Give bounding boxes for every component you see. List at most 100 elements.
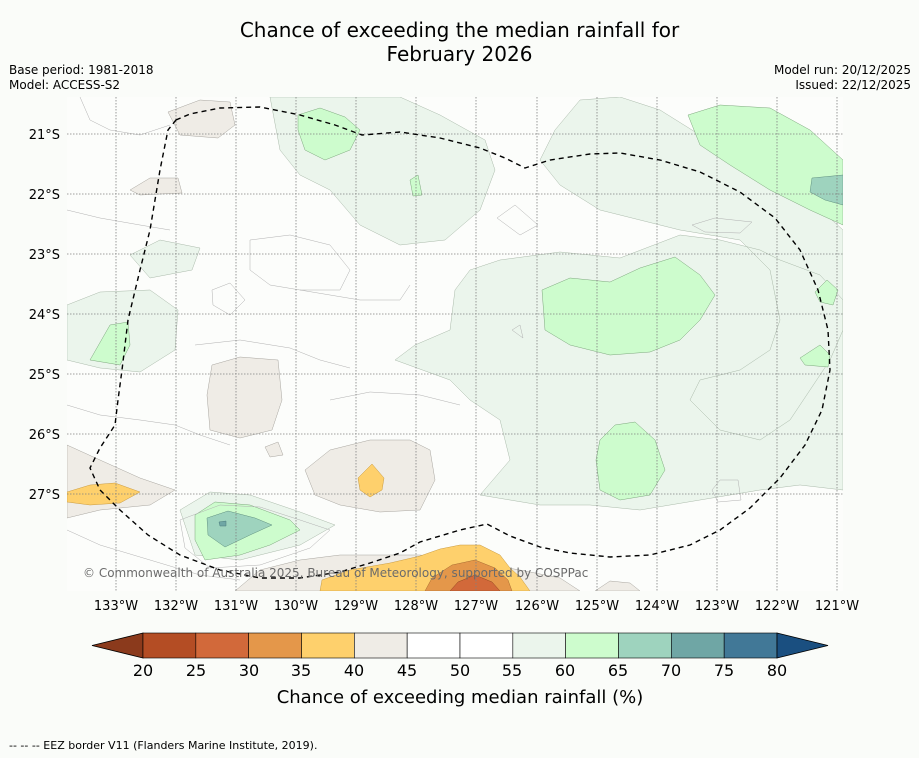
lon-label: 123°W — [695, 599, 739, 614]
parallel-lines — [67, 133, 843, 495]
lon-label: 121°W — [815, 599, 859, 614]
lon-label: 129°W — [334, 599, 378, 614]
grey-region-mid-north — [129, 177, 183, 196]
colorbar-tick: 70 — [661, 661, 681, 680]
copyright-text: © Commonwealth of Australia 2025, Bureau… — [83, 566, 588, 580]
meta-right: Model run: 20/12/2025 Issued: 22/12/2025 — [774, 63, 911, 93]
colorbar-segment — [406, 632, 461, 659]
band-60-65 — [89, 104, 843, 561]
model-run-text: Model run: 20/12/2025 — [773, 63, 911, 77]
colorbar-tick: 60 — [555, 661, 575, 680]
lon-label: 132°W — [154, 599, 198, 614]
green-region-northeast — [687, 104, 843, 226]
colorbar-tick: 80 — [767, 661, 787, 680]
lat-label: 21°S — [29, 128, 60, 143]
lon-label: 127°W — [454, 599, 498, 614]
map-title-line2: February 2026 — [386, 42, 533, 66]
colorbar-extend-low — [91, 632, 144, 659]
colorbar-tick: 50 — [450, 661, 470, 680]
colorbar-segment — [512, 632, 566, 659]
issued-text: Issued: 22/12/2025 — [795, 78, 911, 92]
longitude-labels: 133°W 132°W 131°W 130°W 129°W 128°W 127°… — [94, 599, 859, 614]
colorbar-tick: 40 — [344, 661, 364, 680]
lat-label: 24°S — [29, 308, 60, 323]
meridian-lines — [115, 97, 838, 591]
contour-lines — [67, 97, 753, 581]
colorbar-tick: 35 — [291, 661, 311, 680]
colorbar-extend-high — [776, 632, 829, 659]
contour-line — [67, 404, 231, 446]
lat-label: 23°S — [29, 248, 60, 263]
contour-line — [496, 204, 539, 236]
contour-line — [179, 504, 331, 569]
eez-border — [89, 106, 831, 579]
band-25-30 — [449, 574, 501, 591]
green-region-southeast — [595, 421, 666, 501]
colorbar-tick: 25 — [186, 661, 206, 680]
colorbar-tick: 55 — [502, 661, 522, 680]
contour-line — [67, 209, 171, 231]
colorbar-tick: 65 — [608, 661, 628, 680]
lon-label: 133°W — [94, 599, 138, 614]
lon-label: 126°W — [515, 599, 559, 614]
colorbar-segment — [195, 632, 249, 659]
lat-label: 27°S — [29, 488, 60, 503]
green-region-center-east — [541, 256, 716, 356]
light-green-region-west-small — [129, 239, 201, 279]
teal-spot-southwest — [218, 520, 227, 527]
contour-line — [299, 284, 411, 301]
grey-region-center-small — [264, 441, 284, 458]
teal-region-east — [809, 174, 843, 206]
lon-label: 131°W — [214, 599, 258, 614]
colorbar-segment — [671, 632, 725, 659]
colorbar-title: Chance of exceeding median rainfall (%) — [277, 687, 644, 708]
contour-line — [79, 97, 171, 136]
lon-label: 124°W — [635, 599, 679, 614]
contour-line — [511, 324, 524, 339]
green-region-west — [89, 321, 131, 366]
grey-region-se-bottom — [594, 580, 641, 591]
contour-line — [211, 282, 246, 316]
lat-label: 26°S — [29, 428, 60, 443]
colorbar-segment — [248, 632, 302, 659]
map-title: Chance of exceeding the median rainfall … — [0, 18, 919, 66]
colorbar-segment — [301, 632, 355, 659]
contour-line — [691, 217, 753, 234]
yellow-region-center — [357, 463, 385, 498]
colorbar-tick-labels: 20 25 30 35 40 45 50 55 60 65 70 75 80 — [133, 661, 787, 680]
latitude-labels: 21°S 22°S 23°S 24°S 25°S 26°S 27°S — [29, 128, 60, 503]
lat-label: 22°S — [29, 188, 60, 203]
colorbar-tick: 45 — [397, 661, 417, 680]
teal-region-southwest — [206, 510, 273, 548]
dark-orange-region-south — [449, 574, 501, 591]
eez-legend-text: -- -- -- EEZ border V11 (Flanders Marine… — [9, 739, 318, 752]
colorbar-tick: 20 — [133, 661, 153, 680]
lon-label: 128°W — [394, 599, 438, 614]
colorbar-segment — [142, 632, 197, 659]
colorbar-tick: 30 — [239, 661, 259, 680]
lon-label: 125°W — [575, 599, 619, 614]
contour-line — [67, 529, 241, 581]
map-area — [67, 97, 843, 591]
lon-label: 122°W — [755, 599, 799, 614]
colorbar — [91, 632, 829, 659]
map-title-line1: Chance of exceeding the median rainfall … — [239, 18, 680, 42]
band-65-70 — [206, 174, 843, 548]
lon-label: 130°W — [274, 599, 318, 614]
colorbar-segment — [459, 632, 514, 659]
grey-region-center — [206, 356, 283, 439]
contour-line — [329, 391, 461, 406]
colorbar-segment — [618, 632, 672, 659]
colorbar-tick: 75 — [714, 661, 734, 680]
lat-label: 25°S — [29, 368, 60, 383]
contour-line — [194, 339, 351, 369]
colorbar-segment — [354, 632, 408, 659]
grey-region-northwest — [167, 99, 236, 139]
meta-left: Base period: 1981-2018 Model: ACCESS-S2 — [9, 63, 154, 93]
colorbar-segment — [723, 632, 778, 659]
contour-line — [249, 234, 351, 291]
model-text: Model: ACCESS-S2 — [9, 78, 121, 92]
colorbar-segment — [565, 632, 619, 659]
base-period-text: Base period: 1981-2018 — [9, 63, 154, 77]
